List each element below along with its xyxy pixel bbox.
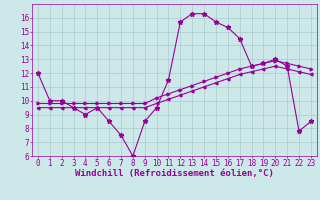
X-axis label: Windchill (Refroidissement éolien,°C): Windchill (Refroidissement éolien,°C) bbox=[75, 169, 274, 178]
